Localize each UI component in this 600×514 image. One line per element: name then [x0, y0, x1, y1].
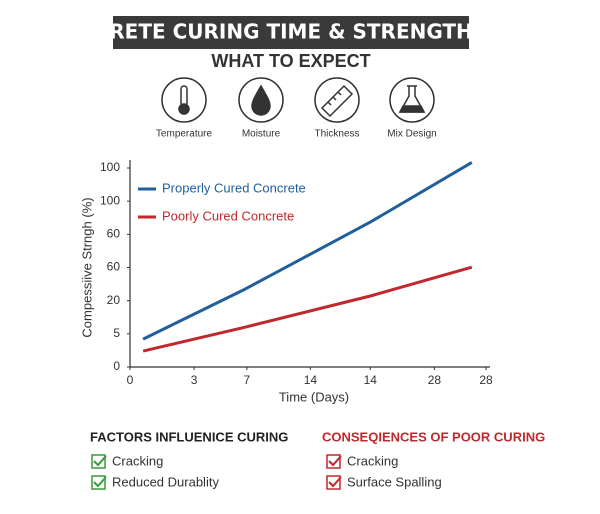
- flask-liquid: [398, 105, 426, 113]
- y-tick-label: 60: [107, 227, 121, 241]
- y-tick-label: 100: [100, 160, 120, 174]
- checkmark: [93, 455, 107, 467]
- checkmark: [328, 476, 342, 488]
- x-tick-label: 14: [364, 373, 378, 387]
- series-line: [142, 265, 473, 353]
- icon-circle: [238, 77, 284, 123]
- x-tick-label: 7: [244, 373, 251, 387]
- thermometer-bulb: [178, 103, 190, 115]
- icon-label: Temperature: [156, 129, 213, 140]
- x-tick-label: 28: [479, 373, 493, 387]
- consequences-heading: CONSEQIENCES OF POOR CURING: [322, 429, 545, 444]
- x-tick-label: 28: [428, 373, 442, 387]
- factor-item: Cracking: [112, 453, 163, 468]
- consequence-item: Cracking: [347, 453, 398, 468]
- chart: 0 5 20 60 60 100 100 0 3 7 14 14 28 28 Time (Days) Comp…: [79, 160, 493, 404]
- factor-item: Reduced Durablity: [112, 474, 219, 489]
- series-line: [142, 161, 473, 341]
- x-tick-label: 3: [191, 373, 198, 387]
- factors-heading: FACTORS INFLUENICE CURING: [90, 429, 288, 444]
- checkmark: [93, 476, 107, 488]
- y-tick-label: 20: [107, 293, 121, 307]
- y-tick-label: 0: [113, 359, 120, 373]
- icon-circle: [389, 77, 435, 123]
- icon-label: Moisture: [242, 129, 281, 140]
- x-tick-label: 14: [304, 373, 318, 387]
- legend-label: Properly Cured Concrete: [162, 180, 306, 195]
- checkbox: [326, 454, 341, 469]
- drop: [251, 84, 271, 116]
- icon-label: Mix Design: [387, 129, 436, 140]
- checkmark: [328, 455, 342, 467]
- checkbox: [91, 475, 106, 490]
- title-box: [113, 16, 469, 49]
- y-tick-label: 100: [100, 193, 120, 207]
- icon-circle: [161, 77, 207, 123]
- checkbox: [326, 475, 341, 490]
- title: CONCRETE CURING TIME & STRENGTH GAIN: [46, 20, 536, 44]
- ruler: [320, 84, 354, 118]
- thermometer: [180, 85, 188, 107]
- x-axis-label: Time (Days): [279, 389, 349, 404]
- y-tick-label: 60: [107, 260, 121, 274]
- icons: [161, 77, 435, 123]
- consequence-item: Surface Spalling: [347, 474, 442, 489]
- checkbox: [91, 454, 106, 469]
- subtitle: WHAT TO EXPECT: [211, 51, 370, 71]
- legend-label: Poorly Cured Concrete: [162, 208, 294, 223]
- y-axis-label: Compessiive Strngh (%): [79, 197, 94, 337]
- checkboxes: [91, 454, 342, 490]
- icon-label: Thickness: [314, 129, 359, 140]
- x-tick-label: 0: [127, 373, 134, 387]
- y-tick-label: 5: [113, 326, 120, 340]
- icon-circle: [314, 77, 360, 123]
